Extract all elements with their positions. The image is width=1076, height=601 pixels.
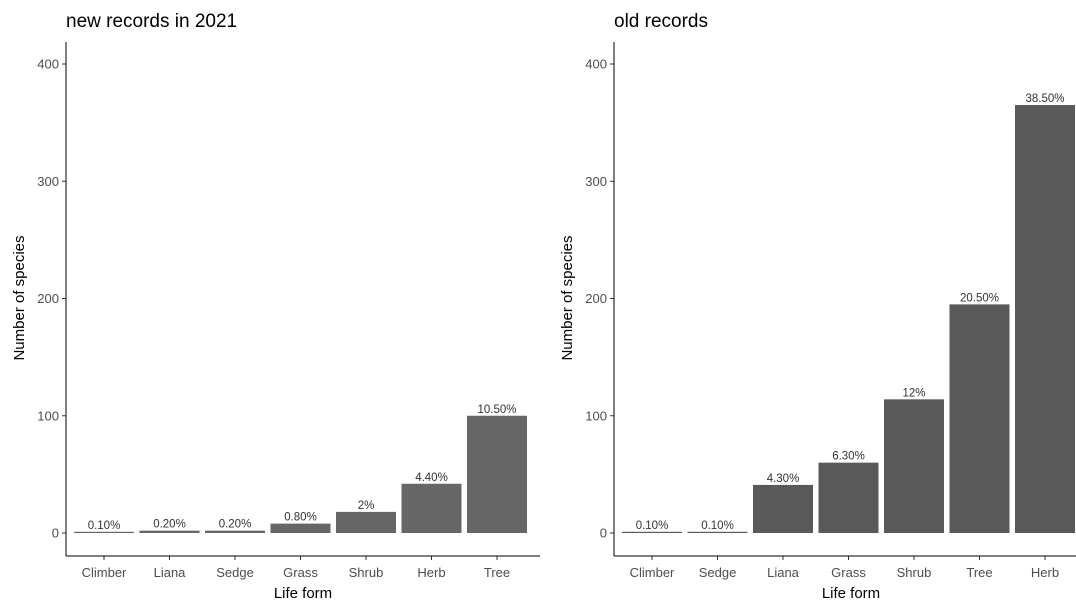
bar-liana <box>139 530 200 533</box>
bar-value-label: 10.50% <box>477 404 516 416</box>
bar-value-label: 2% <box>358 500 375 512</box>
chart-title: old records <box>614 11 708 32</box>
x-tick-label: Shrub <box>349 565 384 580</box>
y-tick-label: 200 <box>37 291 59 306</box>
bar-climber <box>74 531 134 533</box>
bar-value-label: 0.10% <box>701 520 734 532</box>
bar-herb <box>1015 105 1075 533</box>
x-axis-title: Life form <box>274 585 332 601</box>
bar-tree <box>949 304 1010 533</box>
y-tick-label: 300 <box>585 174 607 189</box>
bar-value-label: 0.20% <box>153 519 186 531</box>
bar-tree <box>467 415 527 533</box>
y-tick-label: 0 <box>52 526 59 541</box>
y-tick-label: 300 <box>37 174 59 189</box>
bar-value-label: 4.30% <box>767 473 800 485</box>
y-tick-label: 400 <box>37 57 59 72</box>
y-tick-label: 100 <box>37 408 59 423</box>
chart-title: new records in 2021 <box>66 11 237 32</box>
x-tick-label: Tree <box>966 565 992 580</box>
y-tick-label: 0 <box>600 526 607 541</box>
bar-shrub <box>336 511 396 533</box>
x-axis-title: Life form <box>822 585 880 601</box>
x-tick-label: Climber <box>82 565 127 580</box>
bar-sedge <box>205 530 265 533</box>
bar-value-label: 12% <box>902 387 925 399</box>
bar-grass <box>270 523 331 533</box>
bar-value-label: 4.40% <box>415 472 448 484</box>
x-tick-label: Tree <box>484 565 510 580</box>
bar-climber <box>622 531 682 533</box>
bar-value-label: 0.80% <box>284 512 317 524</box>
bar-value-label: 0.10% <box>88 520 121 532</box>
x-tick-label: Herb <box>1031 565 1059 580</box>
x-tick-label: Liana <box>767 565 800 580</box>
y-tick-label: 400 <box>585 57 607 72</box>
chart-panel-1: new records in 2021 0.10% Climber 0.20% Lian… <box>11 11 540 601</box>
x-tick-label: Herb <box>417 565 445 580</box>
chart-panel-2: old records 0.10% Climber 0.10% Sedge 4.30% Li… <box>559 11 1076 601</box>
bar-herb <box>401 483 462 533</box>
y-axis-title: Number of species <box>559 235 576 360</box>
bar-value-label: 20.50% <box>960 292 999 304</box>
x-tick-label: Sedge <box>699 565 737 580</box>
x-tick-label: Sedge <box>216 565 254 580</box>
bar-liana <box>753 484 813 533</box>
x-tick-label: Grass <box>831 565 866 580</box>
x-tick-label: Climber <box>630 565 675 580</box>
bar-sedge <box>687 531 748 533</box>
x-tick-label: Grass <box>283 565 318 580</box>
bar-value-label: 38.50% <box>1025 93 1064 105</box>
y-axis-title: Number of species <box>11 235 28 360</box>
bar-value-label: 0.10% <box>636 520 669 532</box>
y-tick-label: 100 <box>585 408 607 423</box>
bar-value-label: 6.30% <box>832 451 865 463</box>
x-tick-label: Shrub <box>897 565 932 580</box>
bar-shrub <box>884 399 944 533</box>
y-tick-label: 200 <box>585 291 607 306</box>
x-tick-label: Liana <box>154 565 187 580</box>
bar-value-label: 0.20% <box>219 519 252 531</box>
bar-grass <box>818 462 879 533</box>
